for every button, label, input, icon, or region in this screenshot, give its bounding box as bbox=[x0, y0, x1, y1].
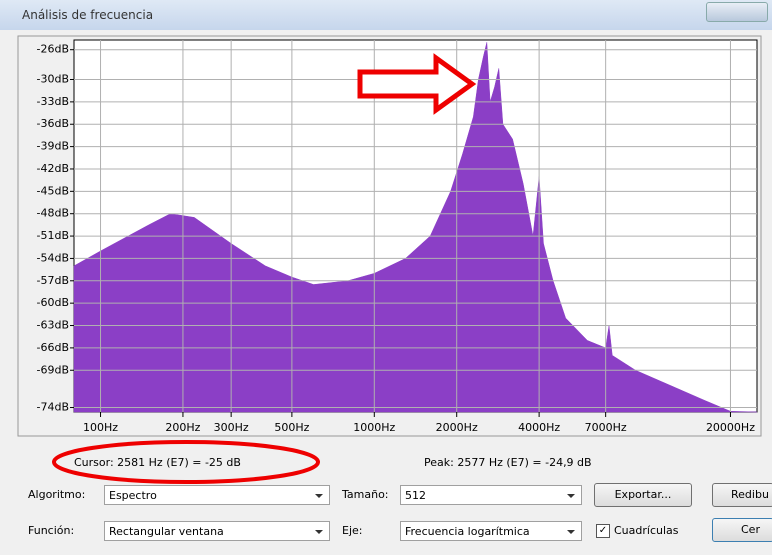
function-label: Función: bbox=[28, 524, 75, 537]
x-tick-label: 4000Hz bbox=[518, 421, 560, 434]
y-tick-label: -30dB bbox=[37, 73, 70, 86]
x-tick-label: 200Hz bbox=[165, 421, 200, 434]
y-tick-label: -36dB bbox=[37, 117, 70, 130]
y-tick-label: -45dB bbox=[37, 184, 70, 197]
y-tick-label: -66dB bbox=[37, 341, 70, 354]
axis-select[interactable]: Frecuencia logarítmica bbox=[400, 521, 582, 541]
y-tick-label: -54dB bbox=[37, 251, 70, 264]
y-tick-label: -42dB bbox=[37, 162, 70, 175]
algorithm-label: Algoritmo: bbox=[28, 488, 86, 501]
window-buttons[interactable] bbox=[706, 2, 768, 22]
close-button[interactable]: Cer bbox=[712, 518, 772, 542]
algorithm-select[interactable]: Espectro bbox=[104, 485, 330, 505]
y-tick-label: -74dB bbox=[37, 401, 70, 414]
y-tick-label: -33dB bbox=[37, 95, 70, 108]
x-tick-label: 2000Hz bbox=[436, 421, 478, 434]
grid-checkbox-label: Cuadrículas bbox=[614, 524, 679, 537]
x-tick-label: 20000Hz bbox=[706, 421, 755, 434]
x-tick-label: 500Hz bbox=[274, 421, 309, 434]
y-tick-label: -26dB bbox=[37, 43, 70, 56]
y-tick-label: -48dB bbox=[37, 207, 70, 220]
axis-label: Eje: bbox=[342, 524, 363, 537]
y-tick-label: -57dB bbox=[37, 274, 70, 287]
x-tick-label: 7000Hz bbox=[585, 421, 627, 434]
peak-readout: Peak: 2577 Hz (E7) = -24,9 dB bbox=[424, 456, 592, 469]
size-label: Tamaño: bbox=[342, 488, 389, 501]
y-tick-label: -51dB bbox=[37, 229, 70, 242]
redraw-button[interactable]: Redibu bbox=[712, 483, 772, 507]
export-button[interactable]: Exportar... bbox=[594, 483, 692, 507]
size-select[interactable]: 512 bbox=[400, 485, 582, 505]
plot-frame bbox=[17, 35, 762, 437]
x-tick-label: 1000Hz bbox=[353, 421, 395, 434]
spectrum-area bbox=[73, 42, 758, 413]
y-tick-label: -63dB bbox=[37, 319, 70, 332]
y-tick-label: -60dB bbox=[37, 296, 70, 309]
window-title: Análisis de frecuencia bbox=[22, 8, 154, 22]
y-tick-label: -69dB bbox=[37, 363, 70, 376]
function-select[interactable]: Rectangular ventana bbox=[104, 521, 330, 541]
grid-checkbox[interactable]: ✓ bbox=[596, 524, 610, 538]
y-tick-label: -39dB bbox=[37, 140, 70, 153]
title-bar: Análisis de frecuencia bbox=[0, 0, 772, 30]
cursor-readout: Cursor: 2581 Hz (E7) = -25 dB bbox=[74, 456, 241, 469]
x-tick-label: 100Hz bbox=[83, 421, 118, 434]
x-tick-label: 300Hz bbox=[214, 421, 249, 434]
